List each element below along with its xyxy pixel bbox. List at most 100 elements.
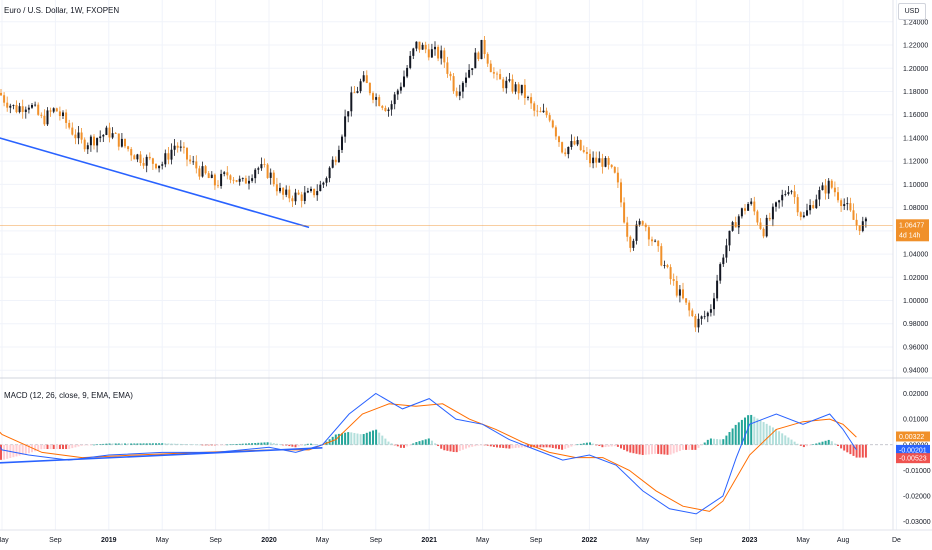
macd-histogram-bar — [204, 444, 207, 446]
macd-histogram-bar — [21, 444, 24, 455]
candle-body — [80, 132, 83, 140]
macd-histogram-bar — [297, 444, 300, 447]
candle-body — [675, 280, 678, 296]
macd-histogram-bar — [747, 415, 750, 445]
macd-histogram-bar — [430, 440, 433, 445]
candle-body — [548, 115, 551, 121]
macd-histogram-bar — [189, 444, 192, 445]
candle-body — [536, 110, 539, 112]
macd-histogram-bar — [700, 444, 703, 446]
macd-histogram-bar — [244, 443, 247, 445]
candle-body — [142, 162, 145, 166]
macd-histogram-bar — [545, 444, 548, 448]
candle-body — [21, 106, 24, 112]
macd-histogram-bar — [148, 443, 151, 445]
candle-body — [430, 49, 433, 58]
candle-body — [412, 48, 415, 56]
time-tick-label: De — [892, 537, 901, 544]
candle-body — [120, 138, 123, 147]
candle-body — [722, 257, 725, 265]
candle-body — [161, 164, 164, 166]
candle-body — [443, 50, 446, 63]
candle-body — [328, 167, 331, 179]
macd-histogram-bar — [130, 443, 133, 445]
candle-body — [716, 280, 719, 299]
candle-body — [207, 173, 210, 178]
macd-histogram-bar — [365, 432, 368, 445]
candle-body — [846, 203, 849, 205]
candle-body — [740, 208, 743, 217]
macd-histogram-bar — [461, 444, 464, 450]
candle-body — [96, 138, 99, 146]
candle-body — [365, 75, 368, 84]
candle-body — [747, 203, 750, 211]
macd-histogram-bar — [821, 441, 824, 445]
macd-histogram-bar — [195, 444, 198, 446]
candle-body — [793, 191, 796, 198]
candle-body — [753, 201, 756, 212]
candle-body — [672, 279, 675, 281]
macd-histogram-bar — [579, 443, 582, 445]
candle-body — [378, 97, 381, 106]
candle-body — [415, 41, 418, 49]
macd-histogram-bar — [319, 444, 322, 446]
price-tick-label: 1.08000 — [903, 205, 928, 212]
candle-body — [725, 245, 728, 258]
macd-histogram-bar — [682, 444, 684, 450]
macd-histogram-bar — [837, 444, 839, 447]
macd-histogram-bar — [570, 444, 573, 447]
candle-body — [375, 97, 378, 100]
macd-histogram-bar — [102, 443, 105, 445]
candle-body — [18, 106, 21, 113]
macd-histogram-bar — [502, 444, 505, 449]
candle-body — [102, 134, 105, 137]
macd-histogram-bar — [551, 444, 554, 448]
candle-body — [6, 102, 9, 108]
candle-body — [195, 161, 198, 169]
candle-body — [74, 134, 77, 139]
candle-body — [440, 50, 443, 59]
candle-body — [830, 180, 833, 188]
candle-body — [229, 175, 232, 180]
candle-body — [595, 157, 598, 163]
macd-histogram-bar — [272, 443, 275, 445]
macd-histogram-bar — [186, 444, 188, 445]
macd-histogram-bar — [387, 441, 390, 445]
candle-body — [285, 189, 288, 195]
candle-body — [623, 202, 626, 223]
macd-histogram-bar — [809, 444, 812, 446]
candle-body — [52, 108, 55, 112]
macd-histogram-bar — [465, 444, 467, 449]
price-tick-label: 1.10000 — [903, 182, 928, 189]
candle-body — [288, 189, 291, 199]
candle-body — [762, 228, 765, 237]
price-tick-label: 1.14000 — [903, 135, 928, 142]
candle-body — [530, 97, 533, 104]
macd-histogram-bar — [527, 444, 529, 448]
candle-body — [31, 105, 33, 108]
candle-body — [238, 178, 241, 182]
time-tick-label: Sep — [370, 537, 383, 544]
macd-histogram-bar — [31, 444, 33, 453]
macd-histogram-bar — [452, 444, 455, 452]
macd-title: MACD (12, 26, close, 9, EMA, EMA) — [4, 391, 133, 400]
macd-value-badge — [896, 444, 930, 455]
candle-body — [564, 152, 567, 155]
candle-body — [713, 298, 715, 310]
candle-body — [849, 203, 852, 211]
candle-body — [861, 221, 864, 231]
candle-body — [226, 172, 229, 176]
price-tick-label: 1.18000 — [903, 89, 928, 96]
macd-histogram-bar — [827, 439, 830, 445]
candle-body — [864, 218, 867, 222]
candle-body — [554, 127, 557, 137]
candle-body — [663, 265, 666, 266]
currency-button[interactable]: USD — [898, 3, 926, 20]
candle-body — [99, 136, 102, 139]
candle-body — [257, 168, 260, 170]
macd-histogram-bar — [449, 444, 452, 452]
candle-body — [523, 84, 526, 98]
candle-body — [319, 184, 322, 192]
candle-body — [561, 142, 564, 153]
candle-body — [331, 159, 334, 168]
